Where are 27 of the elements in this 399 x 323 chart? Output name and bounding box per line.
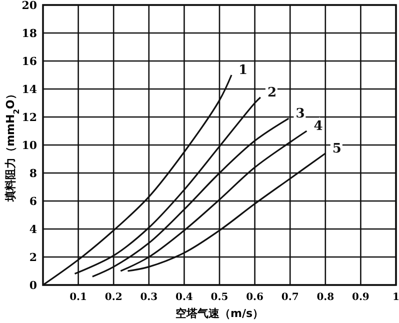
y-tick-label: 12	[22, 111, 37, 124]
x-axis-title: 空塔气速（m/s）	[175, 307, 264, 320]
x-tick-label: 0.5	[210, 292, 228, 303]
x-tick-label: 0.8	[316, 292, 334, 303]
y-tick-label: 18	[22, 27, 38, 40]
y-tick-label: 16	[22, 55, 38, 68]
x-tick-label: 0.7	[281, 292, 299, 303]
series-label: 3	[296, 106, 305, 122]
y-tick-label: 14	[22, 83, 38, 96]
y-tick-label: 6	[29, 195, 38, 208]
y-tick-label: 20	[22, 0, 38, 12]
x-tick-label: 0.3	[140, 292, 158, 303]
y-tick-label: 2	[29, 251, 37, 264]
series-label: 4	[314, 119, 323, 134]
x-tick-label: 0.9	[352, 292, 370, 303]
x-tick-label: 1	[392, 292, 399, 303]
x-tick-label: 0.4	[175, 292, 193, 303]
series-label: 1	[238, 63, 248, 78]
y-tick-label: 0	[29, 279, 38, 292]
y-tick-label: 8	[29, 167, 38, 180]
y-tick-label: 4	[29, 223, 38, 236]
x-tick-label: 0.2	[104, 292, 122, 303]
x-tick-label: 0.6	[246, 292, 264, 303]
x-tick-label: 0.1	[70, 292, 88, 303]
series-label: 5	[332, 141, 342, 156]
y-tick-label: 10	[22, 139, 38, 152]
series-label: 2	[267, 85, 276, 100]
